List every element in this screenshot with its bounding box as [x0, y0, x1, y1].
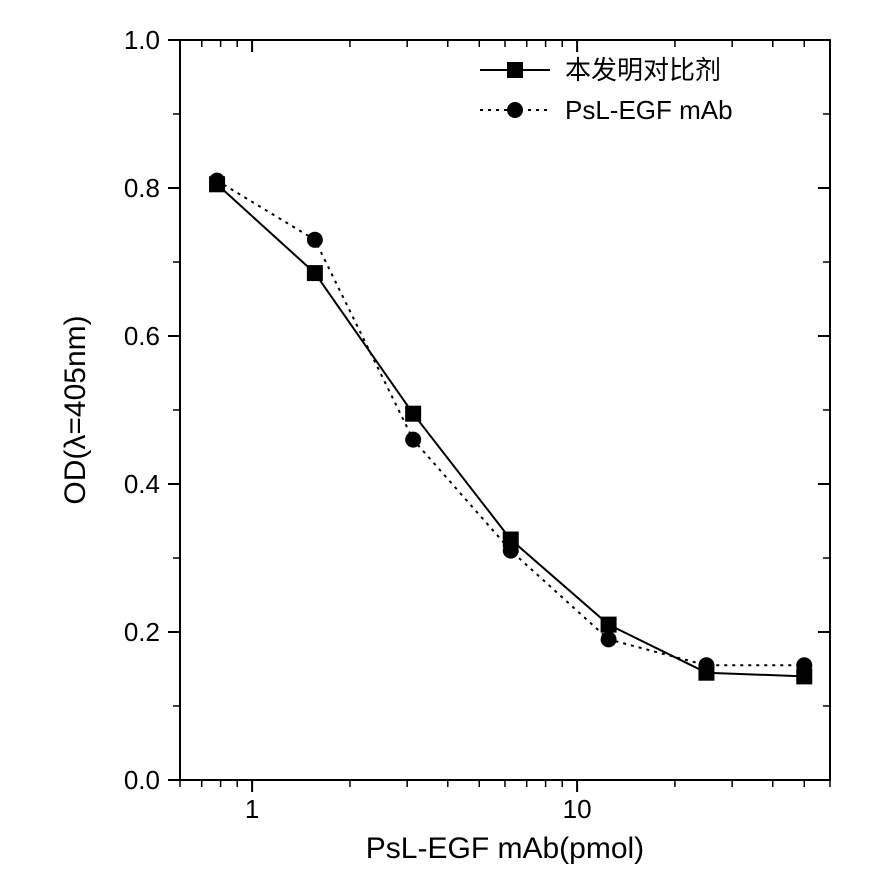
svg-text:0.6: 0.6 [124, 321, 160, 351]
svg-text:10: 10 [563, 794, 592, 824]
line-chart: 0.0 0.2 0.4 0.6 0.8 1.0 1 10 PsL-EGF mAb(pmol) OD… [0, 0, 881, 882]
legend-label-1: PsL-EGF mAb [565, 95, 733, 125]
svg-text:1.0: 1.0 [124, 25, 160, 55]
x-axis-label: PsL-EGF mAb(pmol) [366, 832, 644, 865]
svg-text:0.2: 0.2 [124, 617, 160, 647]
y-axis-label: OD(λ=405nm) [59, 315, 92, 504]
svg-text:0.0: 0.0 [124, 765, 160, 795]
series-line-1 [217, 181, 804, 666]
svg-text:0.8: 0.8 [124, 173, 160, 203]
legend-label-0: 本发明对比剂 [565, 55, 721, 85]
svg-text:1: 1 [245, 794, 259, 824]
svg-text:0.4: 0.4 [124, 469, 160, 499]
series-line-0 [217, 184, 804, 676]
